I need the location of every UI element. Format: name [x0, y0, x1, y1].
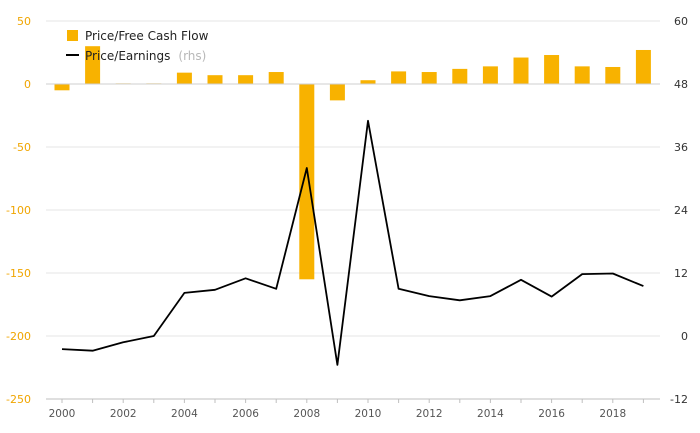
x-tick-label: 2018 — [599, 408, 626, 420]
bar-2001 — [85, 46, 101, 84]
legend-label-price-earnings: Price/Earnings (rhs) — [85, 47, 206, 64]
bar-2018 — [605, 66, 621, 84]
bar-2006 — [238, 75, 254, 84]
bar-2019 — [635, 49, 651, 84]
y-left-tick-label: 50 — [17, 15, 31, 28]
bar-2017 — [574, 66, 590, 84]
bar-2008 — [299, 84, 315, 280]
legend-label-price-earnings-name: Price/Earnings — [85, 49, 170, 63]
gridlines — [46, 20, 660, 400]
bar-2005 — [207, 75, 223, 84]
x-tick-label: 2006 — [232, 408, 259, 420]
legend-swatch-price-fcf — [67, 30, 78, 41]
y-left-tick-label: -100 — [6, 204, 31, 217]
x-axis: 2000 2002 2004 2006 2008 2010 2012 2014 2016 2018 — [46, 398, 660, 420]
bar-2013 — [452, 68, 468, 84]
bar-2014 — [482, 66, 498, 84]
line-price-earnings — [61, 119, 644, 366]
line-series-price-earnings — [61, 119, 644, 366]
bar-2012 — [421, 72, 437, 84]
bar-series-price-fcf — [54, 46, 651, 280]
y-right-tick-label: 12 — [674, 267, 688, 280]
y-left-tick-label: -50 — [13, 141, 31, 154]
y-right-tick-label: 0 — [681, 330, 688, 343]
x-tick-label: 2002 — [110, 408, 137, 420]
bar-2009 — [329, 84, 345, 101]
y-left-tick-label: 0 — [24, 78, 31, 91]
y-left-tick-label: -200 — [6, 330, 31, 343]
x-tick-label: 2010 — [355, 408, 382, 420]
x-tick-label: 2008 — [293, 408, 320, 420]
bar-2011 — [391, 71, 407, 84]
x-tick-label: 2016 — [538, 408, 565, 420]
y-axis-left: 50 0 -50 -100 -150 -200 -250 — [6, 15, 31, 406]
y-right-tick-label: 24 — [674, 204, 688, 217]
y-axis-right: 60 48 36 24 12 0 -12 — [670, 15, 688, 406]
y-left-tick-label: -250 — [6, 393, 31, 406]
x-tick-label: 2004 — [171, 408, 198, 420]
x-tick-label: 2000 — [49, 408, 76, 420]
bar-2016 — [544, 55, 560, 84]
y-left-tick-label: -150 — [6, 267, 31, 280]
y-right-tick-label: -12 — [670, 393, 688, 406]
y-right-tick-label: 60 — [674, 15, 688, 28]
bar-2015 — [513, 57, 529, 84]
legend-label-price-fcf: Price/Free Cash Flow — [85, 29, 209, 43]
legend: Price/Free Cash Flow Price/Earnings (rhs… — [66, 29, 209, 64]
bar-2007 — [268, 72, 284, 84]
y-right-tick-label: 36 — [674, 141, 688, 154]
bar-2000 — [54, 84, 70, 91]
legend-label-rhs-suffix: (rhs) — [178, 49, 206, 63]
y-right-tick-label: 48 — [674, 78, 688, 91]
bar-2004 — [176, 72, 192, 84]
bar-2010 — [360, 80, 376, 84]
x-tick-label: 2014 — [477, 408, 504, 420]
x-tick-label: 2012 — [416, 408, 443, 420]
